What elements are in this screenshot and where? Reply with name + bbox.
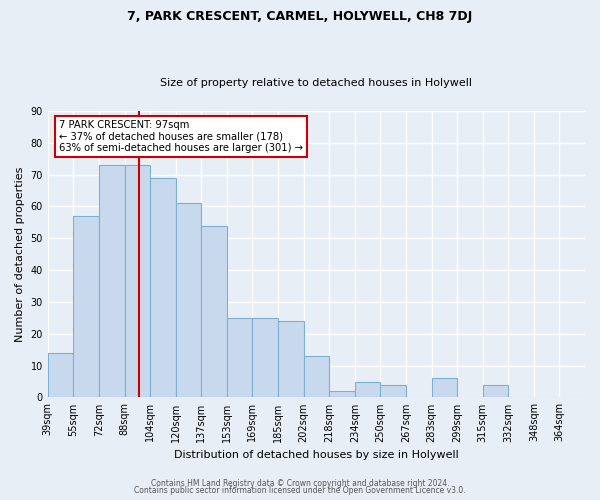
Bar	[329, 391, 355, 398]
Bar	[176, 204, 201, 398]
Bar	[304, 356, 329, 398]
Bar	[99, 165, 125, 398]
Bar	[150, 178, 176, 398]
Bar	[125, 165, 150, 398]
Bar	[73, 216, 99, 398]
Bar	[253, 318, 278, 398]
Title: Size of property relative to detached houses in Holywell: Size of property relative to detached ho…	[160, 78, 472, 88]
Y-axis label: Number of detached properties: Number of detached properties	[15, 166, 25, 342]
Text: 7, PARK CRESCENT, CARMEL, HOLYWELL, CH8 7DJ: 7, PARK CRESCENT, CARMEL, HOLYWELL, CH8 …	[127, 10, 473, 23]
Bar	[278, 321, 304, 398]
Text: Contains HM Land Registry data © Crown copyright and database right 2024.: Contains HM Land Registry data © Crown c…	[151, 478, 449, 488]
Bar	[380, 384, 406, 398]
Bar	[355, 382, 380, 398]
Text: Contains public sector information licensed under the Open Government Licence v3: Contains public sector information licen…	[134, 486, 466, 495]
Text: 7 PARK CRESCENT: 97sqm
← 37% of detached houses are smaller (178)
63% of semi-de: 7 PARK CRESCENT: 97sqm ← 37% of detached…	[59, 120, 302, 153]
Bar	[227, 318, 253, 398]
Bar	[201, 226, 227, 398]
Bar	[431, 378, 457, 398]
Bar	[48, 353, 73, 398]
Bar	[482, 384, 508, 398]
X-axis label: Distribution of detached houses by size in Holywell: Distribution of detached houses by size …	[174, 450, 459, 460]
